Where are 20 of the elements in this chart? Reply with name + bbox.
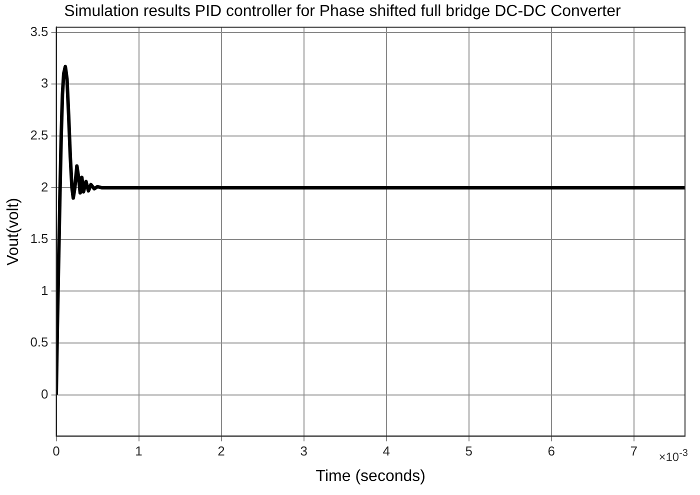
x-tick-label: 0 — [52, 444, 60, 459]
x-tick-label: 2 — [218, 444, 225, 459]
y-tick-label: 1.5 — [30, 231, 48, 246]
x-tick-label: 4 — [382, 444, 390, 459]
x-axis-title: Time (seconds) — [316, 468, 426, 485]
y-tick-label: 0.5 — [30, 334, 48, 350]
y-tick-label: 1 — [41, 282, 48, 298]
y-tick-label: 2.5 — [30, 128, 48, 142]
chart-title: Simulation results PID controller for Phase shifted full bridge DC-DC Converter — [64, 3, 622, 20]
y-axis-title: Vout(volt) — [5, 198, 22, 266]
x-tick-label: 5 — [465, 444, 472, 459]
x-tick-label: 1 — [135, 444, 142, 459]
y-tick-label: 3 — [41, 76, 48, 91]
y-tick-label: 2 — [41, 179, 48, 194]
y-tick-label: 3.5 — [30, 24, 48, 39]
text: ×10$^{-3}$ — [658, 448, 688, 464]
x-tick-label: 6 — [548, 444, 555, 459]
x-tick-label: 7 — [630, 444, 638, 459]
y-tick-label: 0 — [41, 386, 48, 402]
x-tick-label: 3 — [300, 444, 308, 459]
